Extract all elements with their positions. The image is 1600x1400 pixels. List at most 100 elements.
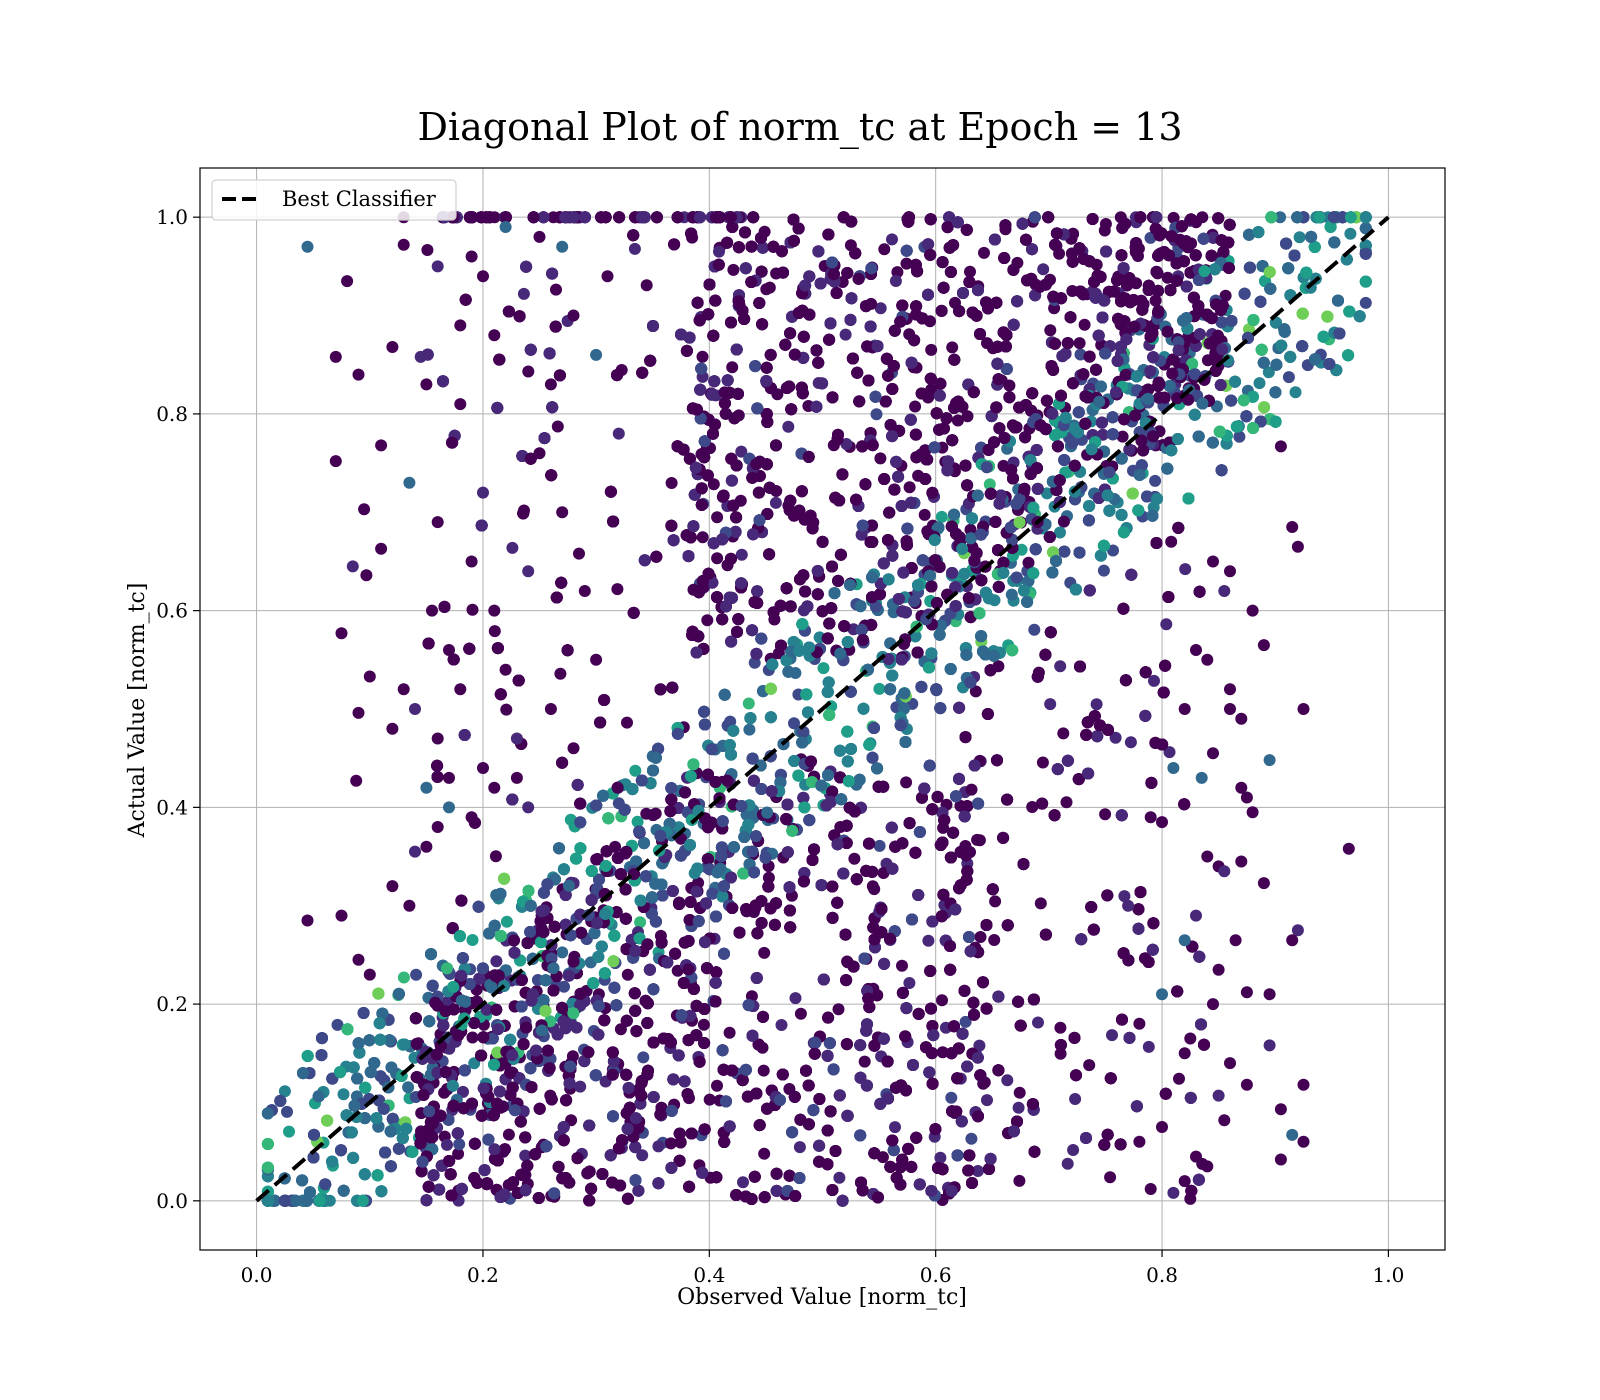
scatter-point	[935, 510, 948, 523]
scatter-point	[490, 955, 503, 968]
scatter-point	[522, 365, 535, 378]
scatter-point	[1359, 296, 1372, 309]
scatter-point	[1233, 430, 1246, 443]
scatter-point	[817, 662, 830, 675]
scatter-point	[978, 246, 990, 259]
scatter-point	[886, 233, 898, 246]
scatter-point	[550, 283, 562, 296]
scatter-point	[1054, 1047, 1067, 1060]
scatter-point	[782, 420, 795, 433]
scatter-point	[707, 478, 720, 491]
scatter-point	[466, 1031, 479, 1044]
scatter-point	[1142, 1040, 1155, 1053]
scatter-point	[614, 1023, 627, 1036]
scatter-point	[922, 934, 935, 947]
scatter-point	[696, 531, 709, 544]
scatter-point	[1090, 698, 1103, 711]
scatter-point	[1160, 618, 1173, 631]
scatter-point	[1012, 1101, 1025, 1114]
scatter-point	[1015, 543, 1028, 556]
scatter-point	[1196, 211, 1209, 224]
scatter-point	[1036, 756, 1049, 769]
scatter-point	[961, 410, 974, 423]
scatter-point	[558, 980, 570, 993]
scatter-point	[1054, 660, 1067, 673]
scatter-point	[758, 946, 771, 959]
scatter-point	[466, 934, 479, 946]
scatter-point	[760, 283, 773, 296]
scatter-point	[874, 302, 887, 315]
scatter-point	[934, 1151, 947, 1164]
scatter-point	[737, 1176, 749, 1189]
scatter-point	[1001, 1074, 1014, 1087]
scatter-point	[769, 496, 782, 509]
scatter-point	[1037, 263, 1050, 276]
chart-title: Diagonal Plot of norm_tc at Epoch = 13	[417, 105, 1182, 150]
scatter-point	[468, 1057, 481, 1070]
scatter-point	[634, 916, 647, 929]
scatter-point	[793, 1141, 806, 1154]
scatter-point	[611, 583, 624, 596]
scatter-point	[969, 685, 982, 698]
scatter-point	[989, 895, 1002, 908]
scatter-point	[965, 1132, 978, 1145]
scatter-point	[711, 1079, 723, 1092]
scatter-point	[936, 1046, 949, 1059]
scatter-point	[500, 703, 513, 716]
scatter-point	[742, 697, 755, 710]
scatter-point	[636, 1149, 649, 1162]
scatter-point	[735, 548, 748, 561]
scatter-point	[697, 1018, 710, 1031]
scatter-point	[909, 400, 922, 413]
scatter-point	[1034, 897, 1047, 910]
scatter-point	[874, 452, 887, 465]
scatter-point	[870, 408, 883, 421]
scatter-point	[981, 1094, 993, 1107]
scatter-point	[1048, 302, 1061, 315]
scatter-point	[517, 287, 530, 300]
scatter-point	[1104, 1171, 1117, 1184]
scatter-point	[1148, 674, 1160, 687]
scatter-point	[839, 328, 852, 341]
scatter-point	[574, 1080, 587, 1093]
scatter-point	[723, 1026, 736, 1039]
scatter-point	[1149, 474, 1162, 487]
scatter-point	[652, 1140, 665, 1153]
scatter-point	[278, 1085, 291, 1098]
scatter-point	[858, 1055, 871, 1068]
scatter-point	[877, 867, 890, 879]
scatter-point	[959, 1015, 972, 1028]
scatter-point	[337, 1088, 350, 1101]
scatter-point	[945, 1091, 958, 1104]
scatter-point	[410, 968, 423, 981]
scatter-point	[551, 420, 564, 433]
scatter-point	[1165, 535, 1178, 548]
scatter-point	[631, 815, 644, 828]
scatter-point	[743, 723, 756, 736]
scatter-point	[965, 783, 978, 796]
scatter-point	[637, 1051, 650, 1064]
scatter-point	[788, 717, 800, 730]
scatter-point	[281, 1105, 293, 1118]
scatter-point	[896, 959, 908, 972]
scatter-point	[1057, 727, 1070, 740]
scatter-point	[629, 764, 642, 777]
scatter-point	[900, 257, 913, 270]
scatter-point	[1054, 526, 1066, 539]
scatter-point	[1253, 377, 1266, 390]
scatter-point	[1107, 544, 1119, 557]
scatter-point	[1096, 428, 1109, 441]
scatter-point	[711, 511, 724, 524]
scatter-point	[951, 414, 964, 427]
scatter-point	[868, 883, 881, 896]
scatter-point	[713, 245, 725, 258]
scatter-point	[936, 994, 948, 1007]
scatter-point	[628, 242, 641, 255]
scatter-point	[1144, 231, 1157, 244]
scatter-point	[488, 625, 501, 638]
scatter-point	[1067, 1144, 1080, 1156]
scatter-point	[664, 1137, 677, 1150]
scatter-point	[1106, 1029, 1118, 1042]
scatter-point	[964, 523, 977, 536]
